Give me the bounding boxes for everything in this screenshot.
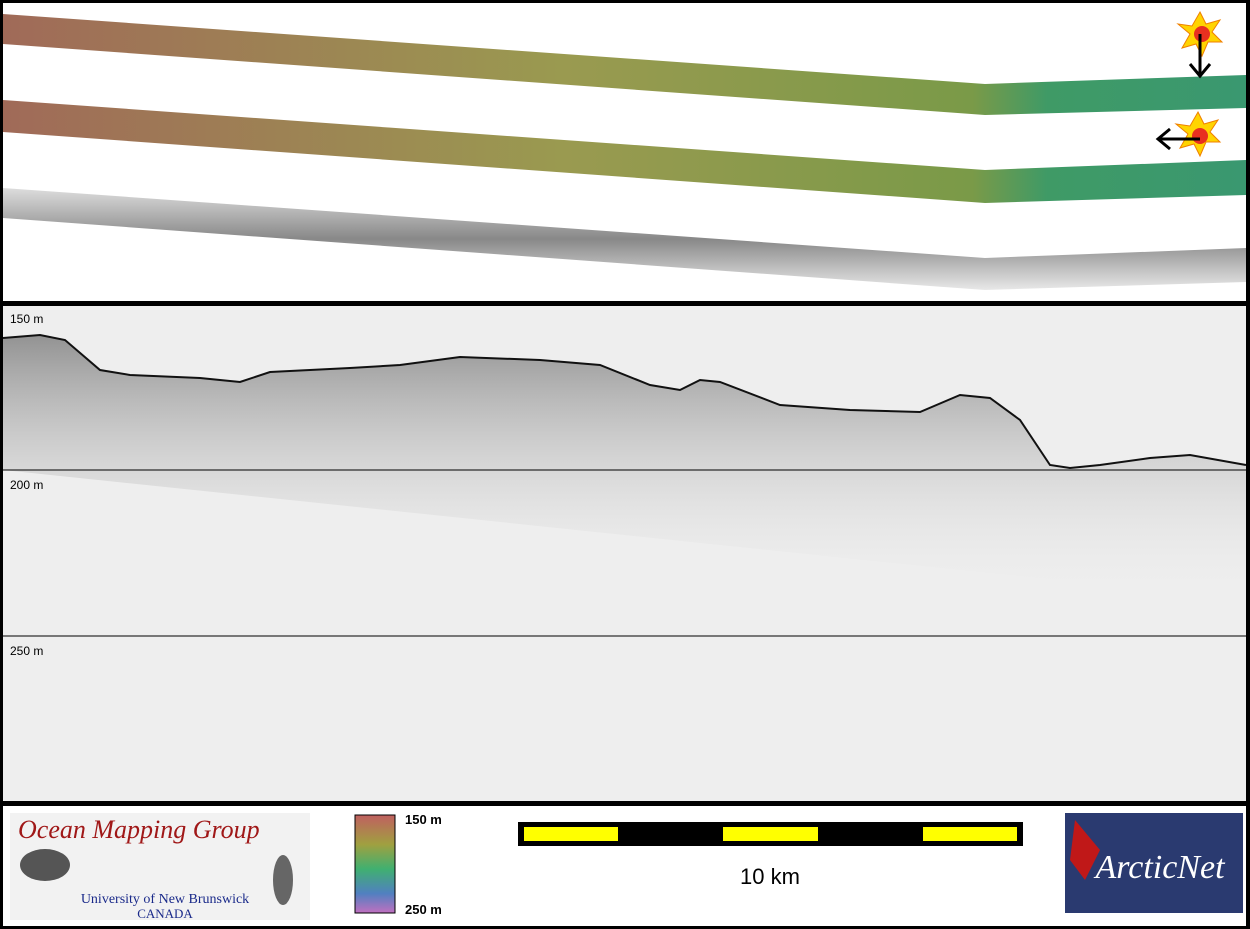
depth-label: 250 m	[10, 644, 43, 658]
colorbar-label: 150 m	[405, 812, 442, 827]
logo-arcticnet: ArcticNet	[1093, 849, 1226, 886]
colorbar	[354, 814, 396, 914]
scale-label: 10 km	[740, 864, 800, 889]
logo-title: Ocean Mapping Group	[18, 815, 260, 844]
marker-1	[1176, 10, 1224, 79]
colorbar-label: 250 m	[405, 902, 442, 917]
ocean-mapping-logo: Ocean Mapping Group University of New Br…	[10, 813, 310, 921]
depth-label: 150 m	[10, 312, 43, 326]
swath-1	[3, 14, 1246, 115]
logo-university: University of New Brunswick	[81, 892, 249, 907]
logo-country: CANADA	[137, 906, 193, 921]
marker-2	[1155, 110, 1222, 158]
scale-bar	[518, 822, 1023, 846]
swath-2	[3, 100, 1246, 203]
arcticnet-logo: ArcticNet	[1065, 813, 1243, 913]
sidescan	[3, 188, 1246, 290]
subbottom-shading	[3, 335, 1246, 600]
seabed-profile	[2, 333, 1247, 470]
depth-label: 200 m	[10, 478, 43, 492]
